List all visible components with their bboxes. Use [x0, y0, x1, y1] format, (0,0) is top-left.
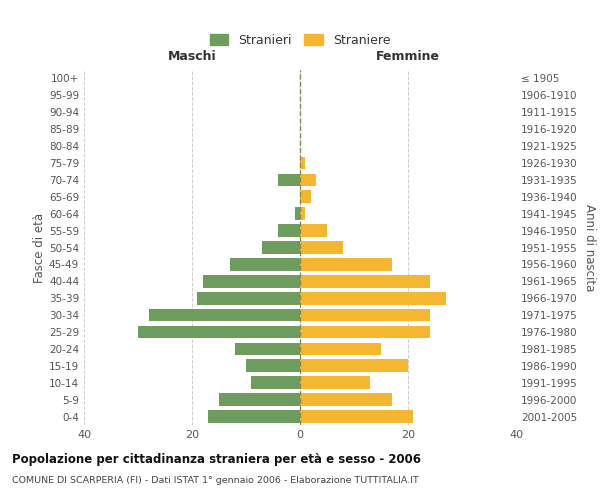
Bar	[300, 258, 392, 270]
Bar	[300, 376, 370, 389]
Bar	[300, 275, 430, 287]
Bar	[149, 309, 300, 322]
Bar	[278, 224, 300, 237]
Legend: Stranieri, Straniere: Stranieri, Straniere	[206, 30, 394, 50]
Bar	[208, 410, 300, 423]
Y-axis label: Fasce di età: Fasce di età	[33, 212, 46, 282]
Bar	[300, 208, 305, 220]
Bar	[300, 241, 343, 254]
Bar	[295, 208, 300, 220]
Bar	[300, 174, 316, 186]
Bar	[300, 292, 446, 304]
Bar	[300, 190, 311, 203]
Bar	[246, 360, 300, 372]
Text: Maschi: Maschi	[167, 50, 217, 63]
Bar	[197, 292, 300, 304]
Bar	[300, 156, 305, 170]
Bar	[262, 241, 300, 254]
Bar	[235, 342, 300, 355]
Bar	[300, 224, 327, 237]
Text: COMUNE DI SCARPERIA (FI) - Dati ISTAT 1° gennaio 2006 - Elaborazione TUTTITALIA.: COMUNE DI SCARPERIA (FI) - Dati ISTAT 1°…	[12, 476, 419, 485]
Bar	[138, 326, 300, 338]
Bar	[300, 394, 392, 406]
Bar	[300, 326, 430, 338]
Bar	[300, 410, 413, 423]
Bar	[219, 394, 300, 406]
Text: Popolazione per cittadinanza straniera per età e sesso - 2006: Popolazione per cittadinanza straniera p…	[12, 452, 421, 466]
Bar	[278, 174, 300, 186]
Text: Femmine: Femmine	[376, 50, 440, 63]
Bar	[300, 309, 430, 322]
Bar	[251, 376, 300, 389]
Y-axis label: Anni di nascita: Anni di nascita	[583, 204, 596, 291]
Bar	[300, 342, 381, 355]
Bar	[203, 275, 300, 287]
Bar	[300, 360, 408, 372]
Bar	[230, 258, 300, 270]
